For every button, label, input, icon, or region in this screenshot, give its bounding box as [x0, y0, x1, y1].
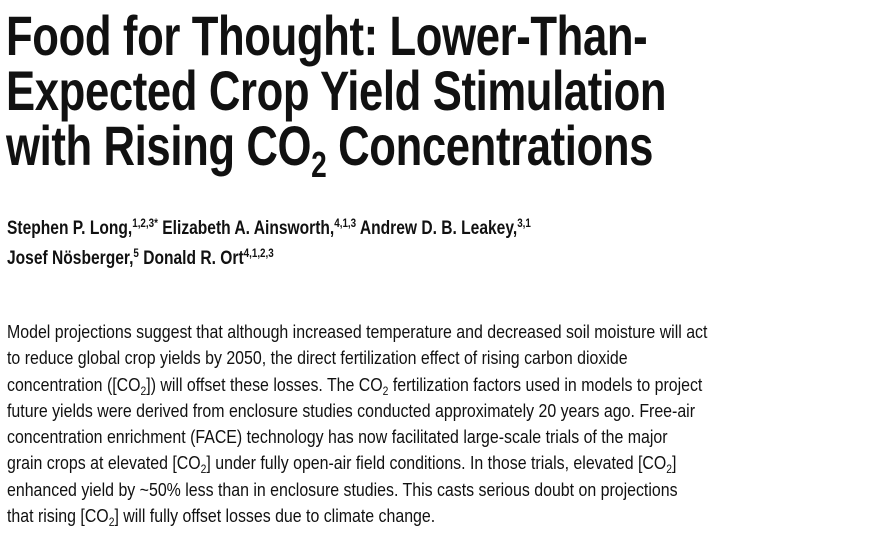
author-affiliation: 4,1,3: [334, 216, 357, 230]
author-name: Andrew D. B. Leakey,: [356, 218, 518, 239]
abstract-text: grain crops at elevated [CO: [7, 452, 201, 474]
author-affiliation: 3,1: [517, 216, 531, 230]
title-line: Expected Crop Yield Stimulation: [6, 59, 667, 122]
subscript: 2: [666, 462, 673, 477]
abstract-line: concentration enrichment (FACE) technolo…: [7, 424, 707, 450]
abstract-line: to reduce global crop yields by 2050, th…: [7, 345, 707, 371]
abstract-text: ] under fully open-air field conditions.…: [206, 452, 667, 474]
subscript: 2: [200, 462, 207, 477]
abstract-line: enhanced yield by ~50% less than in encl…: [7, 477, 707, 503]
abstract-text: concentration enrichment (FACE) technolo…: [7, 426, 668, 448]
subscript: 2: [140, 383, 147, 398]
abstract-text: to reduce global crop yields by 2050, th…: [7, 347, 628, 369]
abstract-text: concentration ([CO: [7, 373, 141, 395]
abstract: Model projections suggest that although …: [7, 319, 821, 529]
author-name: Elizabeth A. Ainsworth,: [157, 218, 335, 239]
author-affiliation: 4,1,2,3: [243, 246, 274, 260]
abstract-line: Model projections suggest that although …: [7, 319, 707, 345]
author-affiliation: 5: [133, 246, 139, 260]
abstract-line: future yields were derived from enclosur…: [7, 398, 707, 424]
author-line: Josef Nösberger,5 Donald R. Ort4,1,2,3: [7, 241, 531, 271]
title-text: Concentrations: [326, 114, 654, 177]
author-name: Donald R. Ort: [138, 248, 244, 269]
abstract-text: ]) will offset these losses. The CO: [146, 373, 383, 395]
subscript: 2: [311, 144, 327, 185]
abstract-text: enhanced yield by ~50% less than in encl…: [7, 478, 678, 500]
abstract-text: ]: [672, 452, 677, 474]
author-name: Josef Nösberger,: [7, 248, 134, 269]
article-title: Food for Thought: Lower-Than- Expected C…: [6, 8, 852, 192]
title-text: with Rising CO: [6, 114, 312, 177]
subscript: 2: [382, 383, 389, 398]
abstract-text: fertilization factors used in models to …: [388, 373, 703, 395]
author-affiliation: 1,2,3*: [132, 216, 158, 230]
author-list: Stephen P. Long,1,2,3* Elizabeth A. Ains…: [7, 211, 531, 271]
abstract-text: Model projections suggest that although …: [7, 321, 708, 342]
author-line: Stephen P. Long,1,2,3* Elizabeth A. Ains…: [7, 211, 531, 241]
title-line: with Rising CO2 Concentrations: [6, 118, 666, 192]
abstract-text: that rising [CO: [7, 505, 109, 527]
title-line: Food for Thought: Lower-Than-: [6, 4, 648, 67]
abstract-text: ] will fully offset losses due to climat…: [114, 505, 436, 527]
abstract-line: grain crops at elevated [CO2] under full…: [7, 450, 707, 476]
abstract-text: future yields were derived from enclosur…: [7, 399, 696, 421]
abstract-line: concentration ([CO2]) will offset these …: [7, 372, 707, 398]
author-name: Stephen P. Long,: [7, 218, 133, 239]
abstract-line: that rising [CO2] will fully offset loss…: [7, 503, 707, 529]
